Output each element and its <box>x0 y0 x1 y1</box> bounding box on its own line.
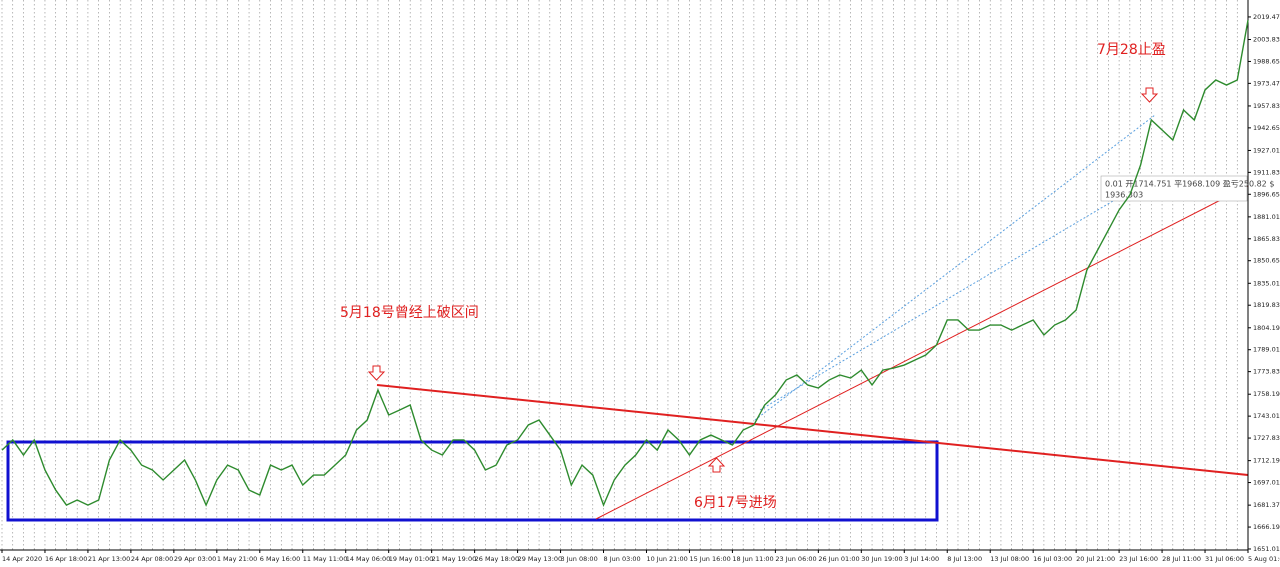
x-tick-label: 10 Jun 21:00 <box>646 555 687 563</box>
x-tick-label: 14 Apr 2020 <box>2 555 42 563</box>
tooltip-text: 1936.303 <box>1105 191 1143 200</box>
x-tick-label: 28 Jul 11:00 <box>1162 555 1201 563</box>
tooltip-text: 0.01 开1714.751 平1968.109 盈亏250.82 $ <box>1105 180 1274 189</box>
x-tick-label: 8 Jul 13:00 <box>947 555 982 563</box>
x-tick-label: 23 Jun 06:00 <box>775 555 816 563</box>
x-tick-label: 3 Jul 14:00 <box>904 555 939 563</box>
y-tick-label: 2003.830 <box>1253 36 1280 44</box>
arrow-down <box>1140 87 1159 103</box>
x-tick-label: 6 May 16:00 <box>260 555 300 563</box>
y-tick-label: 1927.010 <box>1253 146 1280 154</box>
x-tick-label: 16 Apr 18:00 <box>45 555 87 563</box>
y-tick-label: 1773.830 <box>1253 368 1280 376</box>
x-tick-label: 5 Aug 01:00 <box>1248 555 1280 563</box>
x-tick-label: 8 Jun 03:00 <box>604 555 641 563</box>
x-tick-label: 26 Jun 01:00 <box>818 555 859 563</box>
y-tick-label: 2019.470 <box>1253 13 1280 21</box>
trade-line <box>754 114 1156 421</box>
y-tick-label: 1651.010 <box>1253 545 1280 553</box>
x-tick-label: 20 Jul 21:00 <box>1076 555 1115 563</box>
x-tick-label: 29 Apr 03:00 <box>174 555 216 563</box>
trend-line <box>376 384 1249 476</box>
y-tick-label: 1881.010 <box>1253 213 1280 221</box>
y-tick-label: 1973.470 <box>1253 79 1280 87</box>
x-tick-label: 19 May 01:00 <box>389 555 434 563</box>
y-tick-label: 1758.190 <box>1253 390 1280 398</box>
x-tick-label: 16 Jul 03:00 <box>1033 555 1072 563</box>
x-tick-label: 31 Jul 06:00 <box>1205 555 1244 563</box>
x-tick-label: 1 May 21:00 <box>217 555 257 563</box>
y-tick-label: 1988.650 <box>1253 57 1280 65</box>
y-tick-label: 1789.010 <box>1253 346 1280 354</box>
y-tick-label: 1712.190 <box>1253 457 1280 465</box>
tooltip <box>1100 175 1248 202</box>
x-tick-label: 13 Jul 08:00 <box>990 555 1029 563</box>
annotation: 6月17号进场 <box>694 495 777 511</box>
range-box <box>6 440 939 522</box>
x-tick-label: 26 May 18:00 <box>475 555 520 563</box>
y-tick-label: 1896.650 <box>1253 190 1280 198</box>
y-tick-label: 1850.650 <box>1253 257 1280 265</box>
annotation: 7月28止盈 <box>1097 42 1166 58</box>
y-tick-label: 1697.010 <box>1253 479 1280 487</box>
x-tick-label: 29 May 13:00 <box>518 555 563 563</box>
x-tick-label: 23 Jul 16:00 <box>1119 555 1158 563</box>
annotation: 5月18号曾经上破区间 <box>340 305 479 321</box>
y-tick-label: 1911.830 <box>1253 168 1280 176</box>
y-tick-label: 1957.830 <box>1253 102 1280 110</box>
y-tick-label: 1681.370 <box>1253 501 1280 509</box>
x-tick-label: 21 May 19:00 <box>432 555 477 563</box>
y-tick-label: 1743.010 <box>1253 412 1280 420</box>
x-tick-label: 21 Apr 13:00 <box>88 555 130 563</box>
y-tick-label: 1666.190 <box>1253 523 1280 531</box>
x-tick-label: 3 Jun 08:00 <box>561 555 598 563</box>
trend-line <box>595 185 1249 520</box>
x-tick-label: 24 Apr 08:00 <box>131 555 173 563</box>
x-tick-label: 30 Jun 19:00 <box>861 555 902 563</box>
arrow-up <box>707 457 726 473</box>
x-tick-label: 11 May 11:00 <box>303 555 348 563</box>
y-tick-label: 1942.650 <box>1253 124 1280 132</box>
trade-line <box>759 184 1141 411</box>
x-tick-label: 14 May 06:00 <box>346 555 391 563</box>
arrow-down <box>367 365 386 381</box>
price-line <box>1 19 1249 508</box>
y-tick-label: 1865.830 <box>1253 235 1280 243</box>
x-tick-label: 18 Jun 11:00 <box>732 555 773 563</box>
y-tick-label: 1727.830 <box>1253 434 1280 442</box>
y-tick-label: 1819.830 <box>1253 301 1280 309</box>
y-tick-label: 1804.190 <box>1253 324 1280 332</box>
y-tick-label: 1835.010 <box>1253 279 1280 287</box>
x-tick-label: 15 Jun 16:00 <box>689 555 730 563</box>
